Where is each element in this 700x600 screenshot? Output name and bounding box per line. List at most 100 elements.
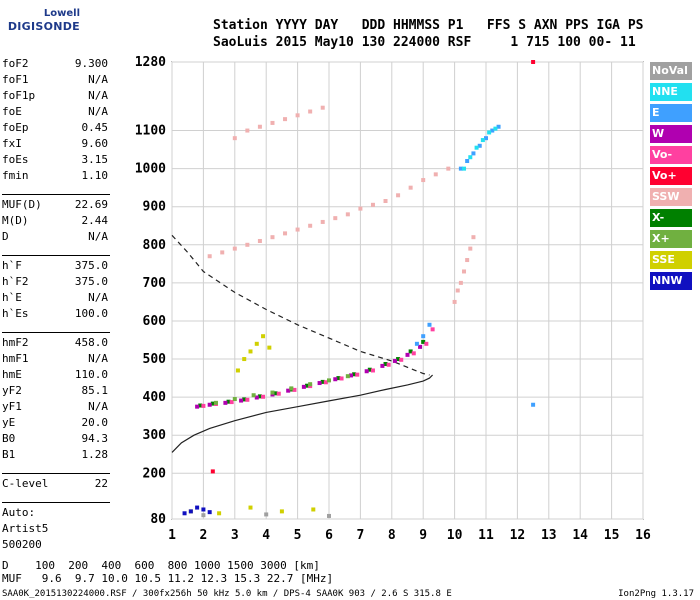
data-point: [358, 206, 363, 211]
data-point: [496, 124, 501, 129]
legend: NoVal NNE E W Vo- Vo+ SSW X- X+ SSE NNW: [650, 62, 692, 293]
data-point: [254, 395, 259, 400]
legend-item: SSE: [650, 251, 692, 269]
param-name: Auto:: [2, 506, 36, 519]
data-point: [487, 130, 492, 135]
legend-item: X+: [650, 230, 692, 248]
data-point: [421, 334, 426, 339]
y-tick-label: 1000: [135, 162, 166, 177]
param-value: 85.1: [81, 384, 109, 397]
param-value: N/A: [88, 400, 108, 413]
param-row: C-level 22: [2, 476, 110, 492]
data-point: [261, 334, 266, 339]
param-value: 2.44: [81, 214, 109, 227]
data-point: [261, 394, 266, 399]
data-point: [301, 384, 306, 389]
data-point: [327, 513, 331, 518]
param-value: 375.0: [74, 259, 108, 272]
data-point: [370, 368, 375, 373]
data-point: [195, 404, 200, 409]
x-tick-label: 12: [510, 528, 526, 543]
y-tick-label: 1280: [135, 55, 166, 70]
muf-row: MUF 9.6 9.7 10.0 10.5 11.2 12.3 15.3 22.…: [2, 572, 334, 585]
param-value: 9.300: [74, 57, 108, 70]
param-value: 3.15: [81, 153, 109, 166]
param-name: hmF1: [2, 352, 29, 365]
param-name: foEp: [2, 121, 29, 134]
x-tick-label: 4: [262, 528, 270, 543]
data-point: [248, 505, 253, 510]
data-point: [367, 367, 372, 372]
data-point: [446, 166, 451, 171]
data-point: [210, 401, 215, 406]
data-point: [336, 376, 341, 381]
data-point: [383, 362, 388, 367]
param-name: B1: [2, 448, 16, 461]
data-point: [308, 223, 313, 228]
data-point: [370, 202, 375, 207]
data-point: [348, 373, 353, 378]
legend-item: NNW: [650, 272, 692, 290]
data-point: [311, 507, 316, 512]
data-point: [471, 235, 476, 240]
param-row: h`E N/A: [2, 290, 110, 306]
data-point: [235, 368, 240, 373]
data-point: [273, 391, 278, 396]
x-tick-label: 2: [199, 528, 207, 543]
data-point: [223, 400, 228, 405]
x-tick-label: 6: [325, 528, 333, 543]
data-point: [217, 511, 222, 516]
data-point: [427, 322, 432, 327]
data-point: [396, 193, 401, 198]
y-tick-label: 600: [143, 314, 167, 329]
param-row: foE N/A: [2, 104, 110, 120]
param-row: h`F 375.0: [2, 258, 110, 274]
param-name: foF1: [2, 73, 29, 86]
data-point: [339, 376, 344, 381]
param-name: hmE: [2, 368, 22, 381]
param-row: foF1 N/A: [2, 72, 110, 88]
param-name: MUF(D): [2, 198, 42, 211]
param-name: hmF2: [2, 336, 29, 349]
data-point: [480, 138, 485, 143]
data-point: [411, 351, 416, 356]
param-row: h`Es 100.0: [2, 306, 110, 322]
x-tick-label: 14: [572, 528, 588, 543]
param-name: foF1p: [2, 89, 36, 102]
param-name: fmin: [2, 169, 29, 182]
data-point: [198, 403, 203, 408]
param-name: yE: [2, 416, 16, 429]
data-point: [245, 242, 250, 247]
data-point: [320, 105, 325, 110]
param-separator: [2, 322, 110, 333]
param-name: B0: [2, 432, 16, 445]
param-row: yE 20.0: [2, 415, 110, 431]
data-point: [279, 509, 284, 514]
x-tick-label: 15: [604, 528, 620, 543]
profile-solid-line: [171, 374, 434, 453]
data-point: [267, 345, 272, 350]
param-row: foF2 9.300: [2, 56, 110, 72]
x-tick-label: 13: [541, 528, 557, 543]
data-point: [295, 113, 300, 118]
data-point: [333, 377, 338, 382]
param-name: fxI: [2, 137, 22, 150]
param-separator: [2, 492, 110, 503]
data-point: [257, 238, 262, 243]
param-name: 500200: [2, 538, 42, 551]
param-separator: [2, 463, 110, 474]
data-point: [458, 166, 463, 171]
data-point: [383, 199, 388, 204]
data-point: [257, 394, 262, 399]
data-point: [308, 382, 313, 387]
legend-item: Vo+: [650, 167, 692, 185]
data-point: [323, 380, 328, 385]
x-tick-label: 11: [478, 528, 494, 543]
data-point: [468, 155, 473, 160]
data-point: [245, 128, 250, 133]
legend-item: W: [650, 125, 692, 143]
data-point: [421, 178, 426, 183]
param-value: 375.0: [74, 275, 108, 288]
data-point: [232, 136, 237, 141]
x-tick-label: 16: [635, 528, 651, 543]
